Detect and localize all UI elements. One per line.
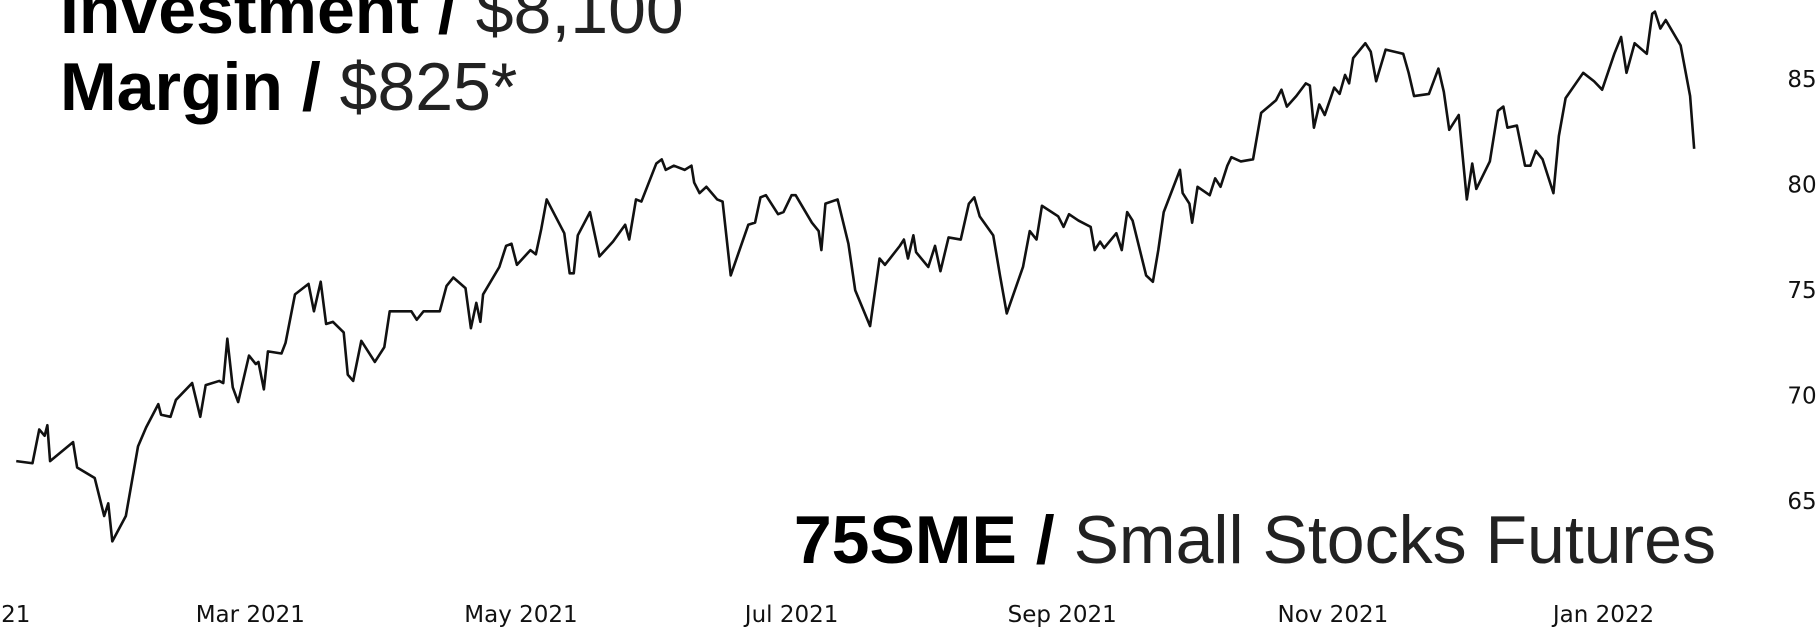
separator: / bbox=[1036, 502, 1055, 578]
investment-line: Investment / $8,100 bbox=[60, 0, 684, 48]
margin-value: $825* bbox=[340, 49, 518, 125]
x-tick-label: Mar 2021 bbox=[196, 602, 305, 628]
margin-label: Margin bbox=[60, 49, 283, 125]
x-tick-label: Jan 2021 bbox=[0, 602, 30, 628]
y-tick-label: 85 bbox=[1787, 67, 1816, 93]
x-tick-label: Sep 2021 bbox=[1008, 602, 1117, 628]
investment-value: $8,100 bbox=[476, 0, 684, 48]
product-name: Small Stocks Futures bbox=[1074, 502, 1716, 578]
investment-label: Investment bbox=[60, 0, 419, 48]
price-line bbox=[16, 10, 1696, 543]
y-tick-label: 80 bbox=[1787, 173, 1816, 199]
x-tick-label: Jan 2022 bbox=[1551, 602, 1654, 628]
y-tick-label: 65 bbox=[1787, 489, 1816, 515]
x-tick-label: Nov 2021 bbox=[1277, 602, 1388, 628]
margin-line: Margin / $825* bbox=[60, 49, 517, 125]
y-tick-label: 75 bbox=[1787, 278, 1816, 304]
x-tick-label: May 2021 bbox=[464, 602, 577, 628]
separator: / bbox=[438, 0, 457, 48]
y-tick-label: 70 bbox=[1787, 384, 1816, 410]
product-code: 75SME bbox=[794, 502, 1017, 578]
product-line: 75SME / Small Stocks Futures bbox=[794, 502, 1716, 578]
x-tick-label: Jul 2021 bbox=[743, 602, 839, 628]
separator: / bbox=[302, 49, 321, 125]
